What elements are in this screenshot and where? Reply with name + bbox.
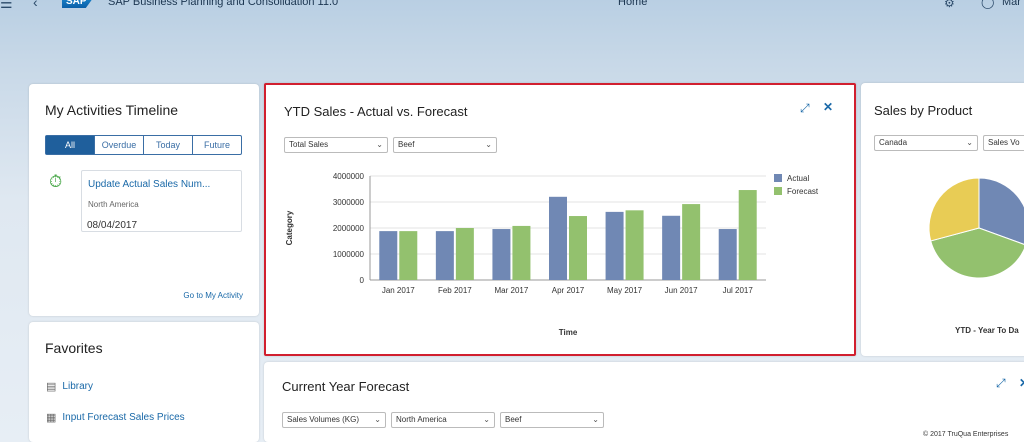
- x-tick-label: Jul 2017: [723, 286, 754, 295]
- select-value: Beef: [398, 140, 415, 149]
- chevron-down-icon: ⌄: [374, 415, 381, 424]
- bar-actual: [662, 215, 681, 280]
- clock-icon: ⏱: [49, 172, 63, 191]
- chevron-down-icon: ⌄: [966, 138, 973, 147]
- y-tick-label: 4000000: [333, 172, 365, 181]
- page-title: Home: [618, 0, 648, 8]
- legend-label: Forecast: [787, 187, 819, 196]
- region-select[interactable]: North America ⌄: [391, 412, 495, 428]
- spreadsheet-icon: ▦: [46, 412, 57, 424]
- library-icon: ▤: [46, 381, 57, 393]
- chevron-down-icon: ⌄: [483, 415, 490, 424]
- select-value: Sales Volumes (KG): [287, 415, 360, 424]
- bar-actual: [492, 229, 511, 280]
- shell-bar: ☰ ‹ SAP SAP Business Planning and Consol…: [0, 0, 1024, 12]
- bar-actual: [718, 229, 737, 280]
- user-icon[interactable]: ◯: [981, 0, 995, 9]
- bar-forecast: [569, 216, 587, 280]
- legend-swatch: [774, 187, 782, 195]
- expand-icon[interactable]: ⤢: [800, 101, 810, 115]
- x-tick-label: Mar 2017: [495, 286, 529, 295]
- activities-tile: My Activities Timeline All Overdue Today…: [29, 84, 259, 316]
- select-value: Beef: [505, 415, 522, 424]
- favorite-library[interactable]: ▤ Library: [46, 380, 93, 393]
- activity-card[interactable]: Update Actual Sales Num... North America: [81, 170, 242, 232]
- close-icon[interactable]: ✕: [823, 100, 834, 114]
- select-value: Total Sales: [289, 140, 329, 149]
- y-tick-label: 2000000: [333, 224, 365, 233]
- tab-today[interactable]: Today: [144, 136, 193, 154]
- country-select[interactable]: Canada ⌄: [874, 135, 978, 151]
- favorite-label[interactable]: Input Forecast Sales Prices: [62, 412, 185, 423]
- product-select[interactable]: Beef ⌄: [500, 412, 604, 428]
- pie-slice-blue: [978, 177, 1024, 245]
- activity-title[interactable]: Update Actual Sales Num...: [88, 179, 211, 190]
- x-tick-label: Apr 2017: [552, 286, 585, 295]
- go-to-activity-link[interactable]: Go to My Activity: [183, 291, 243, 300]
- chevron-down-icon: ⌄: [376, 140, 383, 149]
- ytd-sales-tile: YTD Sales - Actual vs. Forecast ⤢ ✕ Tota…: [264, 83, 856, 356]
- user-name[interactable]: Mar: [1002, 0, 1021, 8]
- pie-slice-green: [930, 227, 1024, 279]
- x-tick-label: Jan 2017: [382, 286, 415, 295]
- x-tick-label: Feb 2017: [438, 286, 472, 295]
- y-tick-label: 3000000: [333, 198, 365, 207]
- favorites-title: Favorites: [45, 340, 103, 356]
- x-axis-label: Time: [559, 328, 578, 337]
- back-icon[interactable]: ‹: [33, 0, 38, 10]
- y-tick-label: 1000000: [333, 250, 365, 259]
- bar-forecast: [399, 231, 418, 280]
- select-value: Canada: [879, 138, 908, 147]
- app-title: SAP Business Planning and Consolidation …: [108, 0, 339, 8]
- bar-actual: [435, 231, 454, 280]
- product-pie-chart: [928, 177, 1024, 279]
- bar-forecast: [512, 225, 531, 280]
- bar-forecast: [682, 204, 701, 280]
- chevron-down-icon: ⌄: [592, 415, 599, 424]
- tab-overdue[interactable]: Overdue: [95, 136, 144, 154]
- select-value: Sales Vo: [988, 138, 1020, 147]
- bar-actual: [605, 211, 624, 280]
- bar-forecast: [738, 190, 757, 280]
- tab-future[interactable]: Future: [203, 140, 230, 150]
- ytd-bar-chart: 0 1000000 2000000 3000000 4000000 Jan 2017 Feb…: [285, 172, 819, 337]
- x-tick-label: May 2017: [607, 286, 643, 295]
- product-select[interactable]: Beef ⌄: [393, 137, 497, 153]
- tab-all[interactable]: All: [46, 136, 95, 154]
- y-axis-label: Category: [285, 210, 294, 245]
- forecast-title: Current Year Forecast: [282, 379, 410, 394]
- sales-by-product-tile: Sales by Product Canada ⌄ Sales Vo YTD - …: [861, 83, 1024, 356]
- ytd-title: YTD Sales - Actual vs. Forecast: [284, 104, 468, 119]
- favorite-input-prices[interactable]: ▦ Input Forecast Sales Prices: [46, 411, 185, 424]
- measure-select[interactable]: Total Sales ⌄: [284, 137, 388, 153]
- activity-region: North America: [88, 200, 139, 209]
- bar-forecast: [625, 210, 644, 280]
- menu-icon[interactable]: ☰: [0, 0, 13, 11]
- current-forecast-tile: Current Year Forecast ⤢ ✕ Sales Volumes …: [264, 362, 1024, 442]
- gear-icon[interactable]: ⚙: [944, 0, 955, 10]
- pie-slice-yellow: [928, 177, 980, 242]
- measure-select[interactable]: Sales Vo: [983, 135, 1024, 151]
- close-icon[interactable]: ✕: [1019, 376, 1024, 390]
- activity-date: 08/04/2017: [87, 220, 138, 231]
- copyright: © 2017 TruQua Enterprises: [923, 431, 1009, 438]
- chevron-down-icon: ⌄: [485, 140, 492, 149]
- select-value: North America: [396, 415, 447, 424]
- x-tick-label: Jun 2017: [665, 286, 698, 295]
- legend-label: Actual: [787, 174, 809, 183]
- expand-icon[interactable]: ⤢: [996, 376, 1006, 390]
- bar-actual: [379, 231, 398, 280]
- activities-filter: All Overdue Today Future: [45, 135, 242, 155]
- sap-logo[interactable]: SAP: [62, 0, 96, 8]
- product-title: Sales by Product: [874, 103, 973, 118]
- legend-swatch: [774, 174, 782, 182]
- activities-title: My Activities Timeline: [45, 102, 179, 118]
- bar-forecast: [455, 228, 474, 280]
- measure-select[interactable]: Sales Volumes (KG) ⌄: [282, 412, 386, 428]
- pie-caption: YTD - Year To Da: [955, 326, 1019, 335]
- favorite-label[interactable]: Library: [62, 381, 93, 392]
- y-tick-label: 0: [360, 276, 365, 285]
- favorites-tile: Favorites ▤ Library ▦ Input Forecast Sal…: [29, 322, 259, 442]
- bar-actual: [549, 196, 567, 280]
